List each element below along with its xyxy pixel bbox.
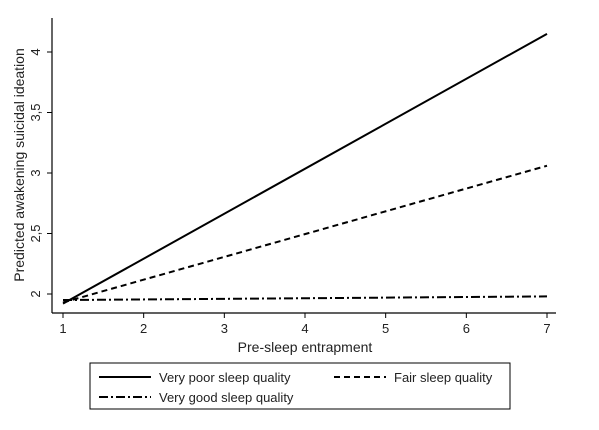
y-tick-label: 4 bbox=[28, 48, 43, 55]
axes: 1 2 3 4 5 6 7 2 2,5 3 3,5 4 bbox=[28, 18, 556, 336]
x-tick-label: 5 bbox=[382, 321, 389, 336]
x-axis-title: Pre-sleep entrapment bbox=[238, 339, 373, 355]
y-tick-label: 3,5 bbox=[28, 103, 43, 121]
x-tick-label: 2 bbox=[140, 321, 147, 336]
x-tick-label: 1 bbox=[59, 321, 66, 336]
y-axis-title: Predicted awakening suicidal ideation bbox=[11, 48, 27, 281]
series-line-3 bbox=[62, 295, 548, 302]
series-line-1 bbox=[62, 32, 548, 305]
legend-box bbox=[89, 362, 511, 410]
plot-area bbox=[62, 32, 548, 305]
y-tick-label: 2,5 bbox=[28, 224, 43, 242]
series-line-2 bbox=[62, 164, 548, 304]
legend-label-3: Very good sleep quality bbox=[159, 390, 294, 405]
legend-label-2: Fair sleep quality bbox=[394, 370, 493, 385]
y-tick-label: 2 bbox=[28, 290, 43, 297]
legend: Very poor sleep quality Fair sleep qualit… bbox=[89, 362, 511, 410]
x-tick-label: 7 bbox=[543, 321, 550, 336]
legend-label-1: Very poor sleep quality bbox=[159, 370, 291, 385]
x-tick-label: 6 bbox=[463, 321, 470, 336]
x-tick-label: 3 bbox=[221, 321, 228, 336]
x-tick-label: 4 bbox=[301, 321, 308, 336]
y-tick-label: 3 bbox=[28, 169, 43, 176]
